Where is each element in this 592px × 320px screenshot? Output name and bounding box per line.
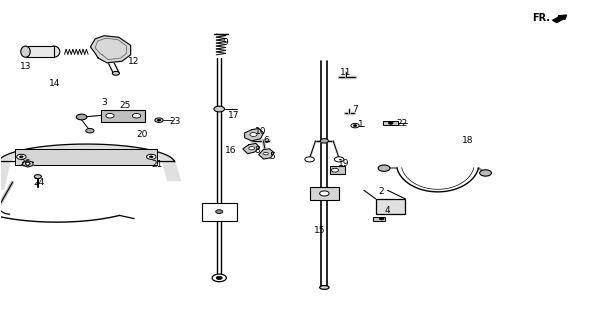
Circle shape [17,154,26,159]
Text: 26: 26 [20,159,31,168]
Circle shape [86,128,94,133]
FancyArrow shape [552,15,567,22]
Circle shape [34,175,41,179]
Circle shape [320,191,329,196]
Text: 14: 14 [49,79,61,88]
Polygon shape [243,143,259,154]
Bar [201,203,237,220]
Text: 23: 23 [169,117,181,126]
Bar [25,46,54,57]
Polygon shape [22,161,33,167]
Circle shape [480,170,491,176]
Text: 21: 21 [152,160,163,169]
Polygon shape [91,36,131,63]
Text: 20: 20 [137,130,148,139]
Bar [376,199,406,214]
Polygon shape [244,128,263,141]
Circle shape [334,157,344,162]
Circle shape [379,217,384,220]
Circle shape [25,163,30,165]
Text: 1: 1 [358,120,364,130]
Circle shape [305,157,314,162]
Text: 7: 7 [352,105,358,114]
Text: 25: 25 [119,101,130,110]
Text: 4: 4 [385,206,390,215]
Text: 19: 19 [337,159,349,168]
Bar [310,187,339,200]
Circle shape [388,122,393,124]
Bar [330,166,345,174]
Circle shape [351,123,359,128]
Polygon shape [0,144,181,190]
Text: 22: 22 [397,119,408,128]
Bar [384,121,398,125]
Text: 24: 24 [34,178,45,187]
Circle shape [250,132,257,136]
Circle shape [263,152,268,155]
Text: 6: 6 [263,136,269,145]
Circle shape [150,156,153,158]
Text: FR.: FR. [532,13,550,23]
Ellipse shape [48,46,60,57]
Circle shape [353,124,357,126]
Text: 12: 12 [128,57,139,66]
Polygon shape [259,149,274,159]
Circle shape [106,114,114,118]
Text: 10: 10 [255,127,266,136]
Text: 3: 3 [101,98,107,107]
Text: 8: 8 [255,146,260,155]
Circle shape [216,276,222,279]
Bar [101,110,146,122]
Bar [373,217,385,220]
Circle shape [76,114,87,120]
Text: 13: 13 [20,61,31,70]
Circle shape [112,71,120,75]
Circle shape [249,147,255,150]
Text: 16: 16 [226,146,237,155]
Ellipse shape [21,46,30,57]
Circle shape [212,274,226,282]
Circle shape [20,156,23,158]
Circle shape [214,106,224,112]
Text: 11: 11 [340,68,352,77]
Text: 17: 17 [229,111,240,120]
Text: 5: 5 [269,152,275,161]
Circle shape [332,168,339,172]
Circle shape [155,118,163,123]
Text: 18: 18 [462,136,473,145]
Circle shape [147,154,156,159]
Text: 15: 15 [314,226,326,235]
Circle shape [320,139,329,143]
Bar [15,149,157,165]
Circle shape [215,210,223,213]
Circle shape [157,119,161,121]
Text: 2: 2 [379,188,384,196]
Ellipse shape [320,285,329,289]
Circle shape [133,114,141,118]
Circle shape [378,165,390,171]
Text: 9: 9 [222,38,228,47]
